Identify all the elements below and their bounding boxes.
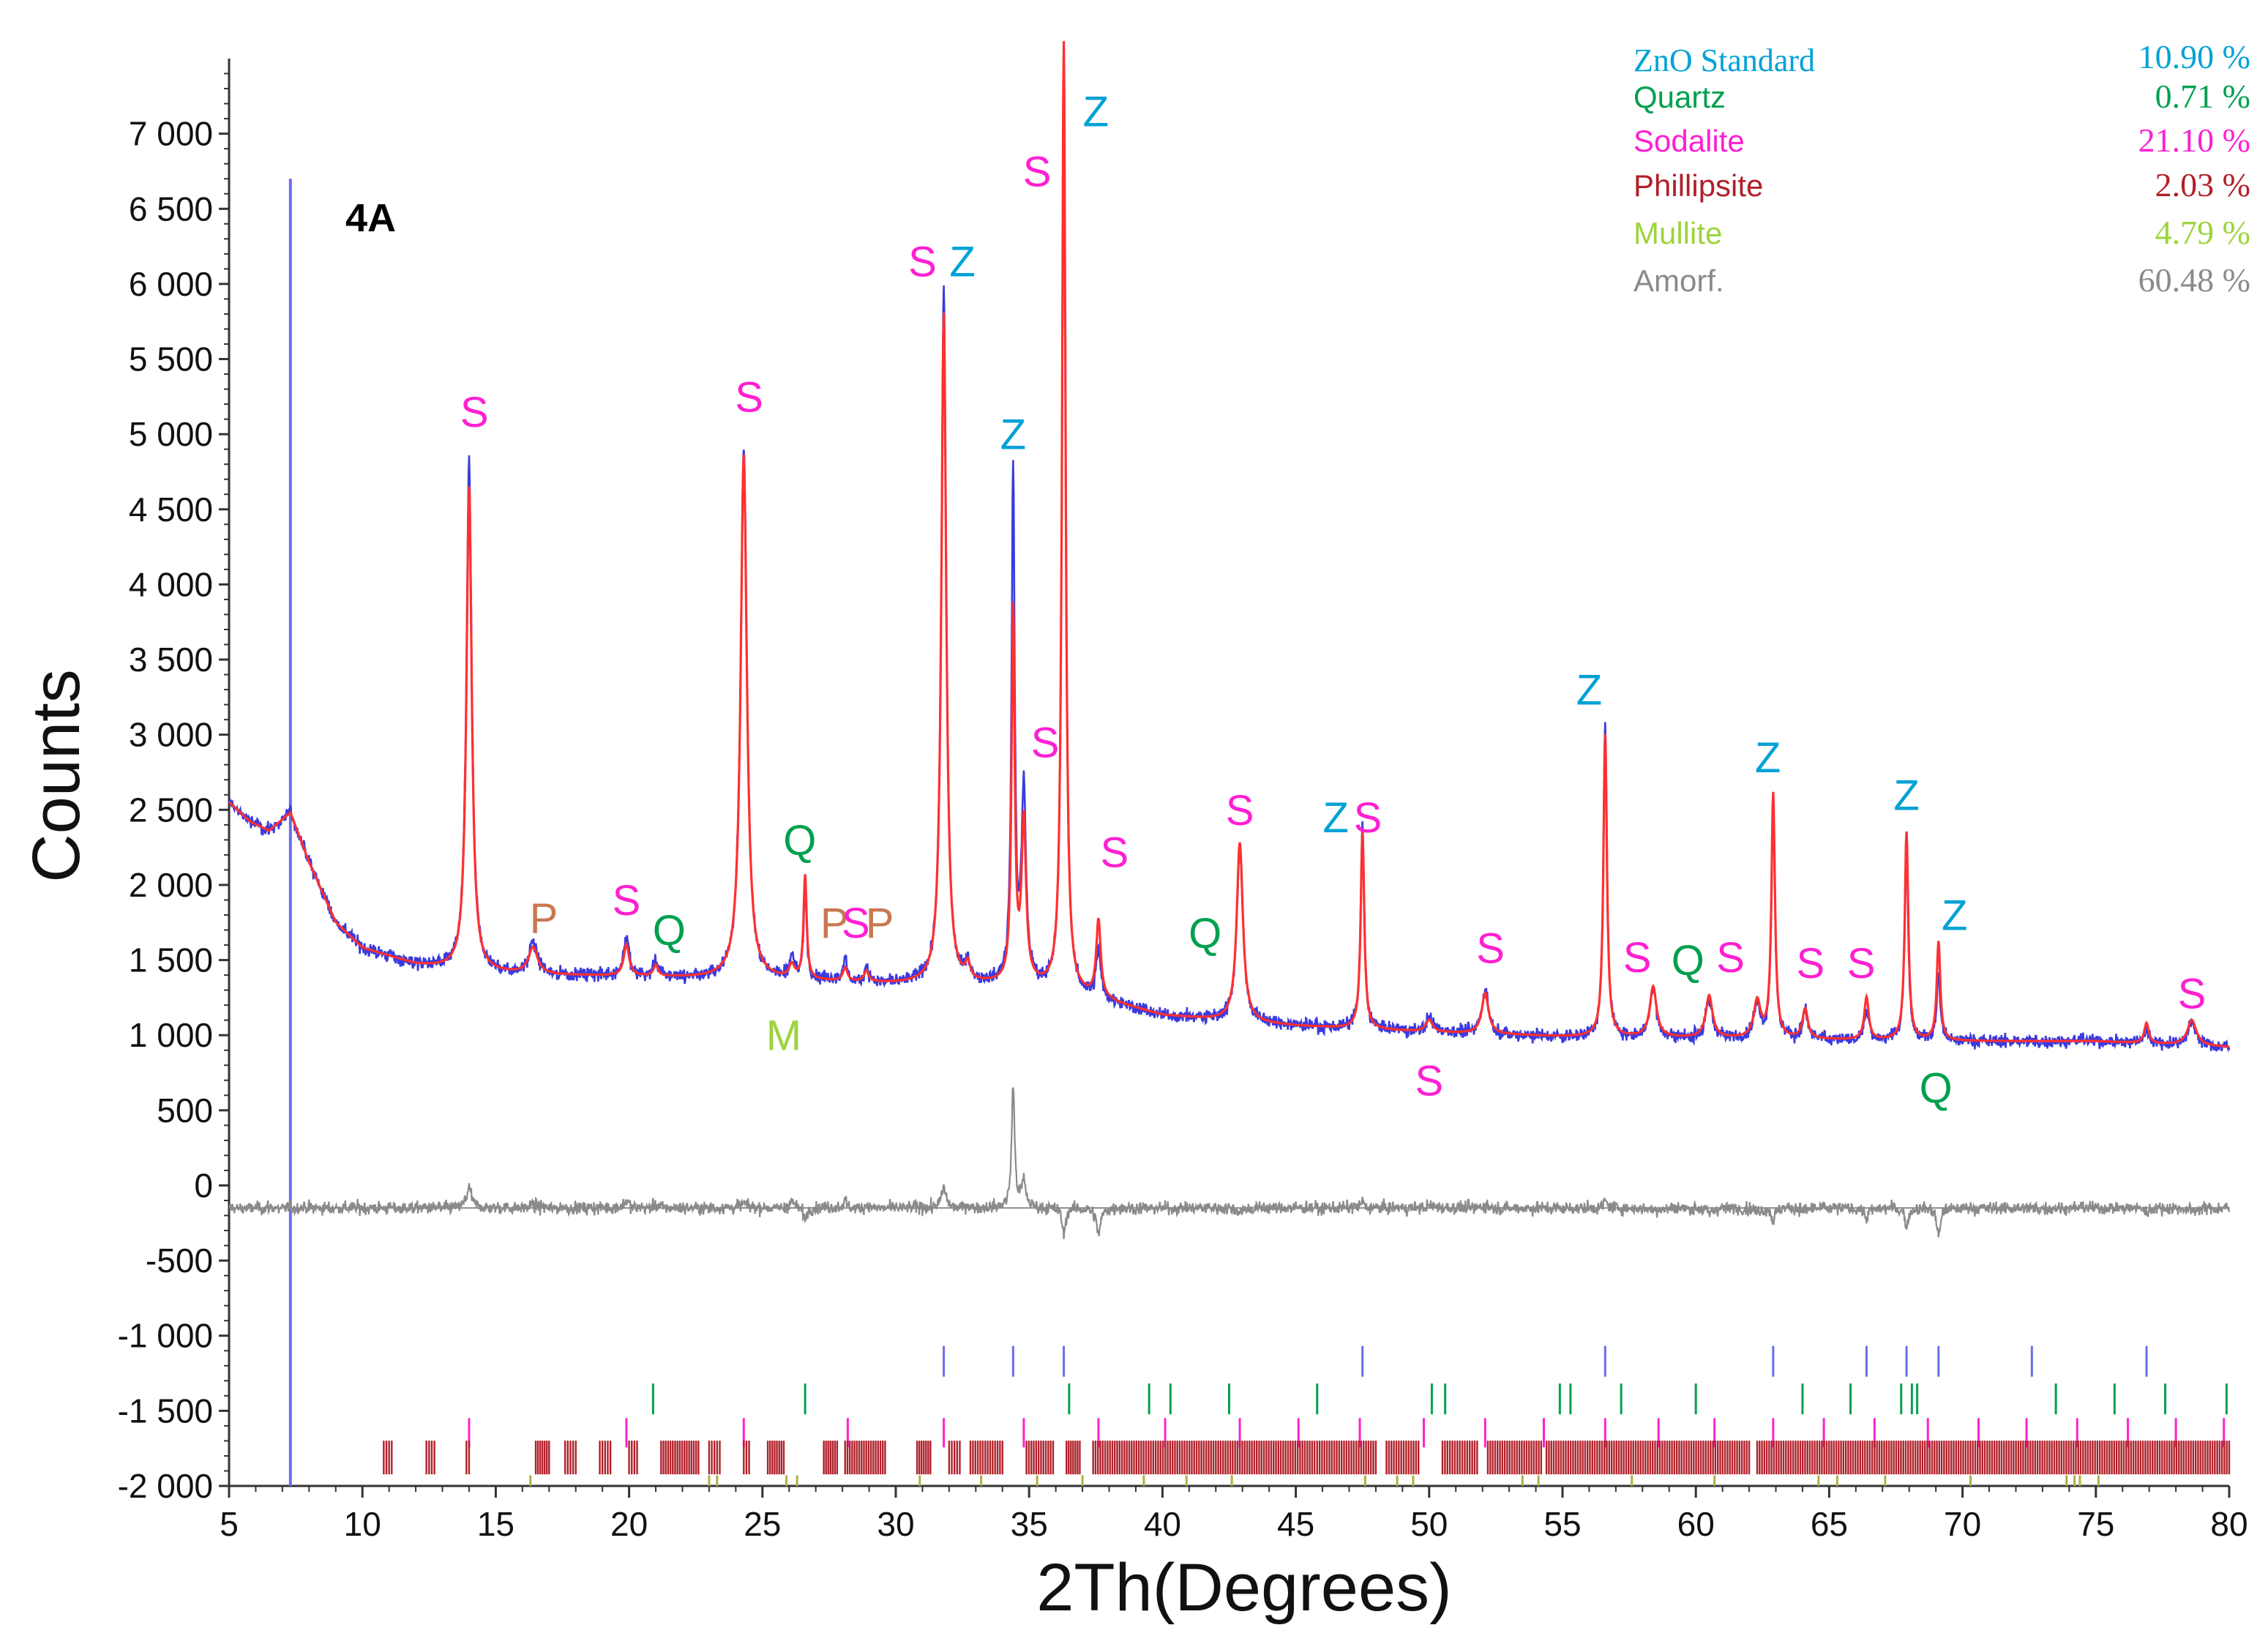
y-tick-label: 3 000	[129, 716, 213, 754]
y-tick-label: -2 000	[118, 1467, 213, 1505]
x-tick-label: 50	[1410, 1505, 1448, 1543]
peak-label-sodalite: S	[1226, 787, 1254, 834]
x-tick-label: 20	[610, 1505, 648, 1543]
x-tick-label: 65	[1811, 1505, 1848, 1543]
legend: ZnO Standard 10.90 % Quartz 0.71 % Sodalite 2…	[1633, 38, 2250, 299]
peak-label-zno: Z	[1323, 794, 1349, 842]
x-tick-label: 30	[877, 1505, 914, 1543]
peak-label-sodalite: S	[1354, 794, 1382, 842]
peak-label-zno: Z	[1893, 772, 1919, 819]
legend-value-sodalite: 21.10 %	[2138, 122, 2250, 159]
peak-label-sodalite: S	[460, 389, 489, 436]
x-tick-label: 5	[220, 1505, 239, 1543]
y-tick-label: 1 000	[129, 1016, 213, 1054]
peak-label-phillipsite_label: P	[530, 895, 558, 943]
y-tick-label: 1 500	[129, 941, 213, 979]
x-tick-label: 55	[1543, 1505, 1581, 1543]
peak-label-sodalite: S	[842, 900, 870, 947]
x-tick-label: 10	[344, 1505, 381, 1543]
peak-label-phillipsite_label: P	[820, 900, 849, 947]
legend-name-quartz: Quartz	[1633, 80, 1726, 114]
peak-label-sodalite: S	[1716, 934, 1745, 982]
y-tick-label: 7 000	[129, 115, 213, 153]
y-tick-label: -1 500	[118, 1392, 213, 1430]
x-tick-label: 40	[1144, 1505, 1181, 1543]
peak-label-sodalite: S	[1031, 719, 1060, 766]
y-tick-label: 2 000	[129, 866, 213, 904]
legend-value-zno: 10.90 %	[2138, 38, 2250, 75]
peak-label-mullite: M	[766, 1012, 801, 1060]
y-tick-label: -1 000	[118, 1317, 213, 1355]
x-axis-title: 2Th(Degrees)	[1036, 1550, 1452, 1625]
peak-label-zno: Z	[949, 239, 975, 286]
peak-label-quartz: Q	[1920, 1065, 1953, 1113]
peak-label-quartz: Q	[1189, 910, 1221, 957]
peak-label-sodalite: S	[1623, 934, 1652, 982]
peak-label-zno: Z	[1083, 88, 1109, 135]
x-tick-label: 15	[477, 1505, 514, 1543]
peak-label-zno: Z	[1000, 411, 1026, 459]
series-group	[228, 41, 2231, 1239]
x-tick-label: 80	[2210, 1505, 2248, 1543]
y-tick-label: 3 500	[129, 640, 213, 679]
peak-label-sodalite: S	[1797, 940, 1825, 987]
x-tick-label: 60	[1677, 1505, 1715, 1543]
x-tick-label: 25	[744, 1505, 781, 1543]
peak-label-sodalite: S	[1100, 829, 1129, 876]
y-tick-label: 5 500	[129, 340, 213, 378]
y-tick-label: -500	[146, 1241, 213, 1280]
y-axis-title: Counts	[19, 669, 94, 883]
y-tick-label: 5 000	[129, 415, 213, 453]
peak-label-phillipsite_label: P	[866, 900, 894, 947]
peak-label-zno: Z	[1755, 734, 1781, 782]
y-tick-label: 2 500	[129, 791, 213, 829]
legend-value-quartz: 0.71 %	[2155, 78, 2250, 115]
y-tick-label: 4 500	[129, 490, 213, 528]
x-tick-label: 75	[2077, 1505, 2114, 1543]
peak-label-quartz: Q	[783, 817, 816, 864]
legend-name-phillipsite: Phillipsite	[1633, 168, 1763, 203]
legend-name-amorf: Amorf.	[1633, 264, 1724, 298]
peak-label-quartz: Q	[653, 907, 686, 955]
y-tick-label: 6 000	[129, 265, 213, 303]
peak-label-quartz: Q	[1672, 937, 1704, 985]
peak-label-zno: Z	[1576, 667, 1602, 714]
peak-label-sodalite: S	[735, 373, 763, 421]
peak-label-sodalite: S	[613, 877, 641, 925]
legend-value-mullite: 4.79 %	[2155, 214, 2250, 251]
legend-name-mullite: Mullite	[1633, 216, 1722, 250]
legend-value-phillipsite: 2.03 %	[2155, 166, 2250, 203]
peak-label-sodalite: S	[1023, 148, 1052, 195]
peak-label-sodalite: S	[2178, 970, 2207, 1017]
y-tick-label: 4 000	[129, 565, 213, 603]
peak-label-sodalite: S	[1476, 925, 1505, 973]
difference-curve	[228, 1087, 2231, 1239]
x-tick-label: 45	[1277, 1505, 1314, 1543]
panel-label: 4A	[345, 196, 396, 240]
peak-label-zno: Z	[1942, 892, 1967, 940]
x-tick-label: 70	[1944, 1505, 1981, 1543]
legend-name-sodalite: Sodalite	[1633, 124, 1745, 158]
legend-value-amorf: 60.48 %	[2138, 261, 2250, 299]
y-tick-label: 0	[194, 1166, 213, 1204]
y-tick-label: 6 500	[129, 190, 213, 228]
peak-label-sodalite: S	[1847, 940, 1876, 987]
axes-group: -2 000 -1 500 -1 000 -500 0 500 1 000 1 500 2 00…	[118, 59, 2248, 1543]
y-tick-label: 500	[157, 1091, 213, 1129]
calculated-curve	[228, 41, 2229, 1048]
peak-label-sodalite: S	[908, 239, 937, 286]
peak-label-sodalite: S	[1415, 1057, 1443, 1105]
x-tick-label: 35	[1011, 1505, 1048, 1543]
reflection-ticks-group	[383, 1345, 2231, 1486]
legend-name-zno: ZnO Standard	[1633, 42, 1815, 78]
